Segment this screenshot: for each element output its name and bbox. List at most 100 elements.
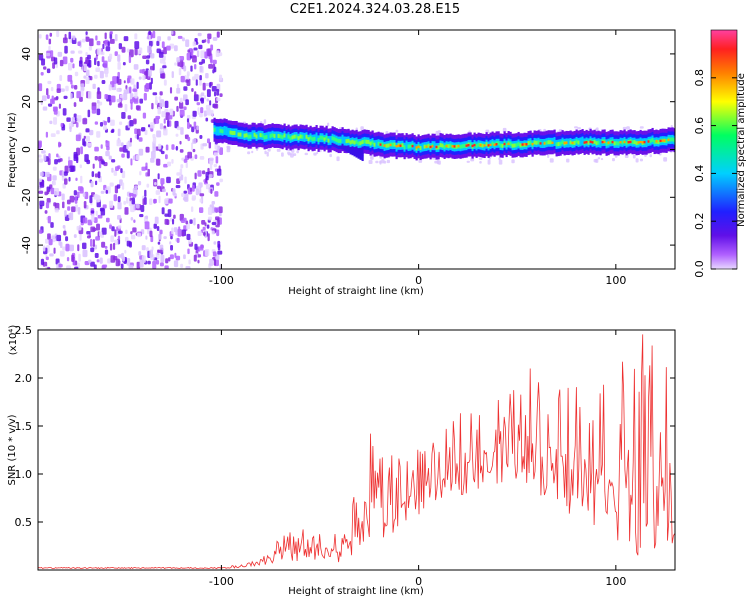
heatmap-cell xyxy=(261,133,264,138)
heatmap-cell xyxy=(415,146,418,149)
heatmap-cell xyxy=(181,192,185,198)
heatmap-cell xyxy=(107,258,111,264)
heatmap-cell xyxy=(117,202,122,210)
heatmap-cell xyxy=(194,91,197,97)
heatmap-cell xyxy=(637,141,640,144)
heatmap-cell xyxy=(146,183,150,188)
heatmap-cell xyxy=(179,176,182,182)
heatmap-cell xyxy=(583,141,586,144)
heatmap-cell xyxy=(577,127,581,130)
heatmap-cell xyxy=(539,142,542,145)
heatmap-cell xyxy=(53,57,58,65)
heatmap-cell xyxy=(87,259,92,263)
heatmap-cell xyxy=(329,135,332,145)
heatmap-cell xyxy=(46,88,49,96)
heatmap-cell xyxy=(600,157,604,161)
heatmap-cell xyxy=(197,223,200,229)
heatmap-cell xyxy=(459,144,462,149)
heatmap-cell xyxy=(231,130,234,135)
heatmap-cell xyxy=(139,171,142,176)
heatmap-cell xyxy=(123,80,126,84)
y-tick-label: -20 xyxy=(20,188,33,206)
heatmap-cell xyxy=(99,121,104,127)
heatmap-cell xyxy=(164,100,169,109)
heatmap-cell xyxy=(158,143,162,150)
heatmap-cell xyxy=(53,247,56,254)
heatmap-cell xyxy=(649,154,652,158)
heatmap-cell xyxy=(531,142,534,146)
heatmap-cell xyxy=(102,43,105,50)
heatmap-cell xyxy=(163,128,168,136)
heatmap-cell xyxy=(104,249,109,255)
heatmap-cell xyxy=(71,206,76,213)
heatmap-cell xyxy=(307,137,310,142)
heatmap-cell xyxy=(495,143,498,146)
heatmap-cell xyxy=(160,150,165,155)
heatmap-cell xyxy=(141,166,146,171)
heatmap-cell xyxy=(145,235,148,240)
colorbar-label: Normalized spectral amplitude xyxy=(736,73,747,227)
heatmap-cell xyxy=(129,137,133,143)
heatmap-cell xyxy=(109,53,113,60)
x-tick-label: 0 xyxy=(415,274,422,287)
heatmap-cell xyxy=(65,243,70,252)
heatmap-cell xyxy=(150,235,154,243)
heatmap-cell xyxy=(182,197,188,201)
heatmap-cell xyxy=(183,86,188,91)
heatmap-cell xyxy=(187,122,190,129)
heatmap-cell xyxy=(40,258,45,266)
heatmap-cell xyxy=(124,236,129,242)
heatmap-cell xyxy=(39,171,44,177)
heatmap-cell xyxy=(45,256,49,261)
heatmap-cell xyxy=(169,241,172,245)
heatmap-cell xyxy=(363,139,366,144)
heatmap-cell xyxy=(251,130,254,140)
heatmap-cell xyxy=(85,51,88,57)
heatmap-cell xyxy=(89,75,93,81)
heatmap-cell xyxy=(90,247,95,253)
heatmap-cell xyxy=(140,205,145,212)
heatmap-cell xyxy=(45,202,50,209)
heatmap-cell xyxy=(433,141,436,151)
heatmap-cell xyxy=(269,134,272,139)
heatmap-cell xyxy=(70,57,74,63)
heatmap-cell xyxy=(558,129,563,133)
heatmap-cell xyxy=(155,190,161,195)
heatmap-cell xyxy=(117,78,122,85)
heatmap-cell xyxy=(188,259,191,265)
heatmap-cell xyxy=(563,141,566,145)
heatmap-cell xyxy=(134,128,138,135)
heatmap-cell xyxy=(323,137,326,142)
heatmap-cell xyxy=(132,99,138,103)
heatmap-cell xyxy=(81,38,86,43)
heatmap-cell xyxy=(581,136,584,146)
heatmap-cell xyxy=(249,134,252,139)
heatmap-cell xyxy=(59,158,63,162)
heatmap-cell xyxy=(182,217,187,221)
heatmap-cell xyxy=(226,148,231,153)
heatmap-cell xyxy=(142,112,147,119)
heatmap-cell xyxy=(183,65,187,72)
heatmap-cell xyxy=(321,135,324,140)
heatmap-cell xyxy=(353,140,356,145)
heatmap-cell xyxy=(421,142,424,152)
heatmap-cell xyxy=(513,143,516,148)
heatmap-cell xyxy=(190,65,193,72)
heatmap-cell xyxy=(56,88,61,94)
heatmap-cell xyxy=(118,43,123,50)
heatmap-cell xyxy=(612,157,615,162)
heatmap-cell xyxy=(58,141,61,148)
heatmap-cell xyxy=(139,98,144,104)
heatmap-cell xyxy=(170,244,174,251)
heatmap-cell xyxy=(160,178,165,185)
heatmap-cell xyxy=(289,136,292,141)
heatmap-cell xyxy=(48,153,51,159)
heatmap-cell xyxy=(208,63,213,69)
heatmap-cell xyxy=(191,195,197,200)
heatmap-cell xyxy=(47,233,51,240)
heatmap-cell xyxy=(639,126,644,129)
heatmap-cell xyxy=(206,107,211,115)
heatmap-cell xyxy=(127,115,132,120)
heatmap-cell xyxy=(290,153,294,158)
heatmap-cell xyxy=(194,243,198,251)
